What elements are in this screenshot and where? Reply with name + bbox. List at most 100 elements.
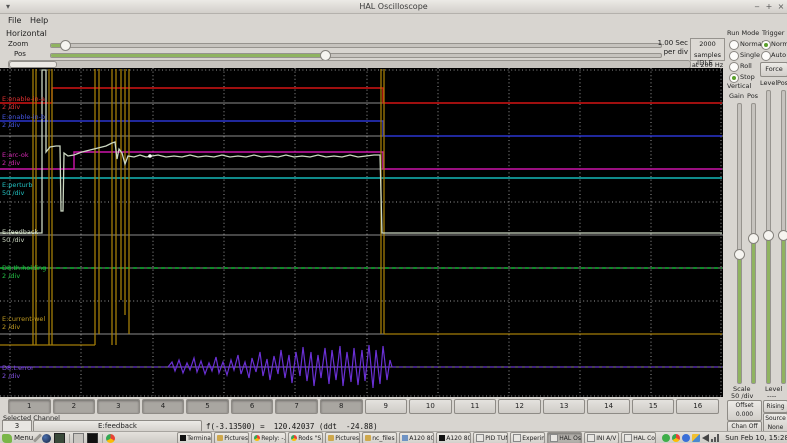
clock[interactable]: Sun Feb 10, 15:28 [725,434,787,442]
maximize-button[interactable]: + [765,2,773,11]
level-label: Level [765,385,783,393]
level-value: ---- [767,392,777,400]
channel-button-row: 1 2 3 4 5 6 7 8 9 10 11 12 13 14 15 16 [8,399,719,414]
channel-button-2[interactable]: 2 [52,399,96,414]
taskbar-window-hal-osc[interactable]: HAL Osc... [547,432,583,443]
run-mode-normal-radio[interactable] [729,40,739,50]
offset-button[interactable]: Offset 0.000 [727,400,762,421]
channel-button-7[interactable]: 7 [275,399,318,414]
vertical-gain-knob[interactable] [734,249,745,260]
vertical-pos-slider[interactable] [748,103,759,384]
chrome-icon [254,435,261,441]
chrome-icon[interactable] [106,433,116,443]
run-mode-normal-label: Normal [740,40,764,48]
channel-button-12[interactable]: 12 [498,399,541,414]
vertical-pos-knob[interactable] [748,233,759,244]
vertical-gain-slider[interactable] [734,103,745,384]
samples-button[interactable]: 2000 samples at 200 Hz [690,38,725,69]
scale-label: Scale [733,385,751,393]
chrome-icon[interactable] [672,434,681,442]
source-button[interactable]: Source None [763,413,787,433]
channel-button-4[interactable]: 4 [141,399,185,414]
trigger-normal-label: Normal [771,40,787,48]
menu-bar: File Help [0,14,723,27]
bluetooth-icon[interactable] [682,434,691,442]
menu-file[interactable]: File [8,16,22,25]
channel-button-16[interactable]: 16 [676,399,719,414]
network-icon[interactable] [692,434,701,442]
trigger-pos-knob[interactable] [778,230,787,241]
taskbar-window-terminal[interactable]: Terminal [177,432,213,443]
minimize-button[interactable]: ‒ [754,2,760,11]
globe-icon[interactable] [42,433,52,443]
taskbar-menu-button[interactable]: Menu [2,433,33,443]
trigger-normal-radio[interactable] [761,40,771,50]
system-tray [660,434,721,442]
trigger-level-label: Level [760,79,778,87]
zoom-slider[interactable] [50,40,662,51]
printer-icon[interactable] [73,432,85,443]
trigger-level-knob[interactable] [763,230,774,241]
channel-button-9[interactable]: 9 [364,399,408,414]
window-icon [550,434,559,442]
taskbar-window-pictures2[interactable]: Pictures [325,432,361,443]
channel-button-14[interactable]: 14 [587,399,630,414]
title-bar[interactable]: ▾ HAL Oscilloscope ‒ + × [0,0,787,14]
zoom-slider-knob[interactable] [60,40,71,51]
folder-icon [328,435,335,441]
menu-help[interactable]: Help [30,16,49,25]
taskbar-window-reply[interactable]: Reply: -... [251,432,287,443]
chrome-icon [291,435,298,441]
window-title: HAL Oscilloscope [359,2,428,11]
taskbar-window-ini[interactable]: INI A/V [584,432,620,443]
pos-slider-label: Pos [14,50,26,58]
folder-icon [217,435,224,441]
terminal-icon[interactable] [87,432,99,443]
channel-button-6[interactable]: 6 [230,399,274,414]
pos-slider[interactable] [50,50,662,61]
run-mode-single-radio[interactable] [729,51,739,61]
channel-button-13[interactable]: 13 [542,399,586,414]
taskbar-window-a120-2[interactable]: A120 80... [436,432,472,443]
window-menu-icon[interactable]: ▾ [6,2,11,11]
channel-label-2: E:enable-in-b 2 /div [2,113,46,129]
channel-button-15[interactable]: 15 [631,399,675,414]
volume-icon[interactable] [702,434,710,442]
acquisition-status: IDLE [697,59,713,67]
run-mode-roll-label: Roll [740,62,752,70]
trigger-level-slider[interactable] [763,90,774,384]
taskbar-window-pictures[interactable]: Pictures [214,432,250,443]
channel-button-1[interactable]: 1 [8,399,51,414]
signal-icon[interactable] [711,434,721,442]
taskbar-window-hal-co[interactable]: HAL Co... [621,432,657,443]
taskbar-window-pid-tune[interactable]: PID TUNE [473,432,509,443]
run-mode-roll-radio[interactable] [729,62,739,72]
channel-label-6: D8:th:holding 2 /div [2,264,47,280]
channel-label-7: E:current-wel 2 /div [2,315,46,331]
trigger-pos-slider[interactable] [778,90,787,384]
pencil-icon[interactable] [33,433,43,443]
terminal-icon [439,435,446,441]
taskbar-window-ncfiles[interactable]: nc_files [362,432,398,443]
channel-button-11[interactable]: 11 [453,399,497,414]
update-ok-icon[interactable] [662,434,671,442]
terminal-icon [180,435,187,441]
trigger-auto-radio[interactable] [761,51,771,61]
run-mode-stop-radio[interactable] [729,73,739,83]
channel-button-3[interactable]: 3 [97,399,140,414]
vertical-gain-fill [738,253,741,383]
horizontal-scrollbar-thumb[interactable] [9,61,57,68]
taskbar-window-rods[interactable]: Rods "S... [288,432,324,443]
monitor-icon[interactable] [54,432,66,443]
taskbar-separator [69,433,71,443]
channel-label-5: E:feedback 50 /div [2,228,39,244]
taskbar-window-a120-1[interactable]: A120 80... [399,432,435,443]
channel-button-8[interactable]: 8 [319,399,363,414]
close-button[interactable]: × [777,2,785,11]
rising-button[interactable]: Rising [763,400,787,413]
channel-button-10[interactable]: 10 [409,399,452,414]
force-button[interactable]: Force [760,62,787,77]
window-icon [476,434,485,442]
channel-button-5[interactable]: 5 [186,399,229,414]
taskbar-window-experim[interactable]: Experim... [510,432,546,443]
